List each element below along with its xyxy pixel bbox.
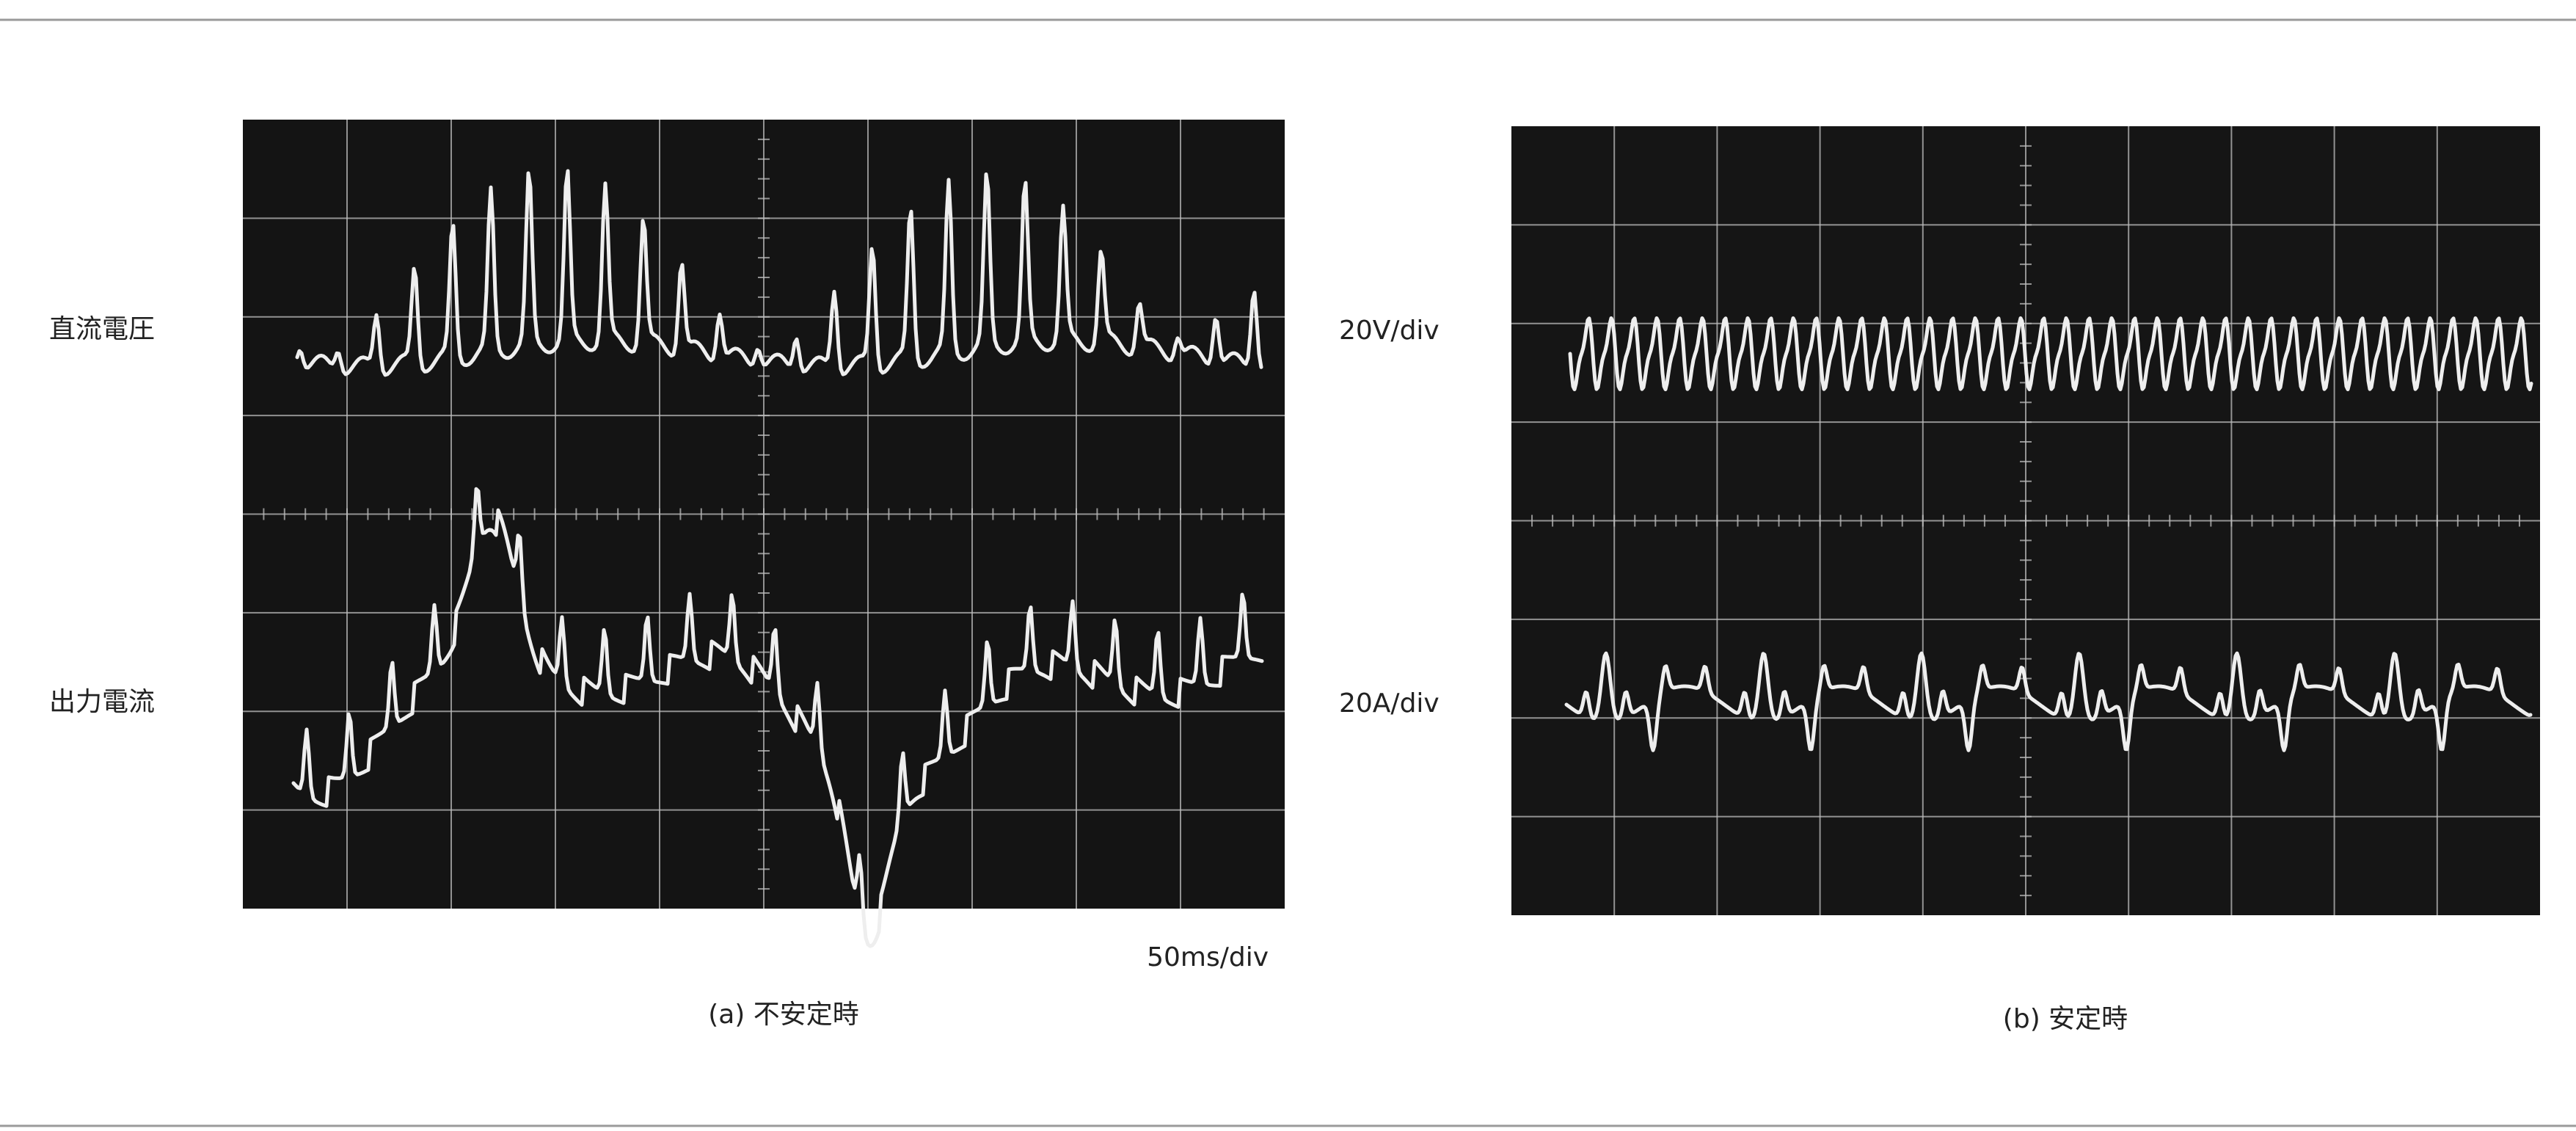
- time-scale: 50ms/div: [1147, 942, 1269, 972]
- trace-label: 出力電流: [49, 687, 155, 717]
- caption: (a) 不安定時: [708, 1000, 859, 1030]
- trace-label: 直流電圧: [49, 314, 155, 344]
- caption: (b) 安定時: [2003, 1004, 2128, 1034]
- trace-label: 20A/div: [1339, 688, 1440, 719]
- page: {"figure": {"panels": [ {"caption": "(a)…: [0, 0, 2576, 1128]
- trace-label: 20V/div: [1339, 316, 1440, 346]
- figure: 直流電圧 出力電流 50ms/div (a) 不安定時 20V/div 20A/…: [0, 0, 2576, 1128]
